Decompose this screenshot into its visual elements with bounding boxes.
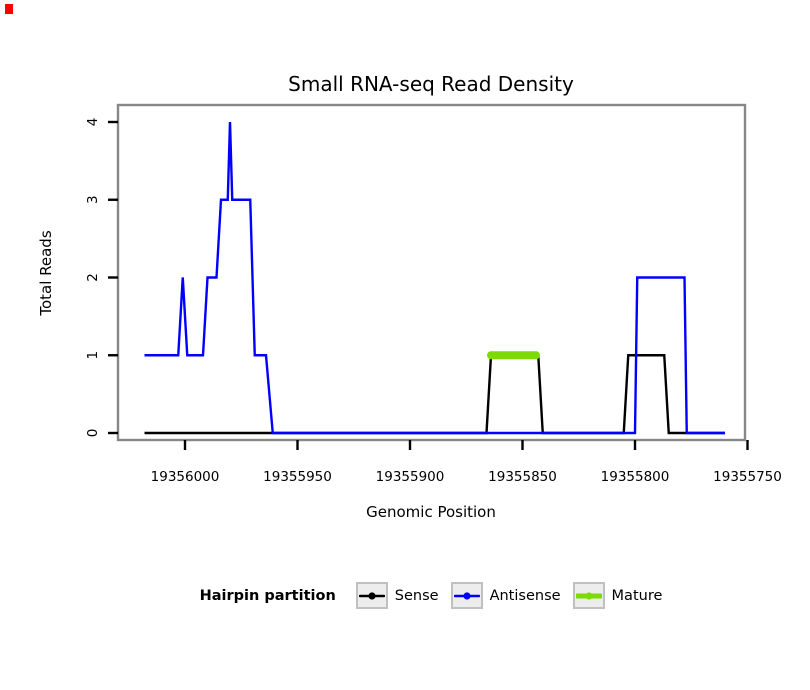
legend-label-sense: Sense (394, 587, 439, 604)
x-tick-label: 19355850 (488, 469, 557, 485)
x-tick-label: 19355800 (601, 469, 670, 485)
legend-line-icon (358, 591, 385, 600)
series-lines (144, 121, 725, 435)
legend-label-antisense: Antisense (489, 587, 561, 604)
y-tick-label: 3 (85, 195, 101, 204)
y-tick-label: 4 (85, 118, 101, 127)
y-tick-label: 2 (85, 273, 101, 282)
x-tick-label: 19355750 (713, 469, 782, 485)
legend-key-mature (572, 582, 605, 609)
x-axis-label: Genomic Position (366, 503, 496, 521)
y-axis-label: Total Reads (37, 230, 55, 316)
legend-line-icon (453, 591, 480, 600)
legend-title: Hairpin partition (199, 587, 336, 604)
plot-panel (116, 103, 747, 442)
chart-title: Small RNA-seq Read Density (288, 72, 574, 96)
legend-line-icon (575, 591, 602, 600)
legend-label-mature: Mature (611, 587, 663, 604)
x-axis-ticks: 19356000 19355950 19355900 19355850 19355800… (151, 440, 782, 485)
series-antisense (144, 121, 725, 435)
y-tick-label: 1 (85, 351, 101, 360)
legend-key-antisense (450, 582, 483, 609)
legend-item-antisense: Antisense (450, 582, 561, 609)
chart: Small RNA-seq Read Density Genomic Posit… (37, 72, 782, 521)
legend-item-mature: Mature (572, 582, 663, 609)
y-axis-ticks: 0 1 2 3 4 (85, 118, 118, 438)
legend: Hairpin partition Sense Antisense Mature (26, 582, 810, 609)
x-tick-label: 19356000 (151, 469, 220, 485)
red-corner-marker (5, 4, 13, 14)
legend-item-sense: Sense (355, 582, 439, 609)
legend-key-sense (355, 582, 388, 609)
x-tick-label: 19355900 (376, 469, 445, 485)
x-tick-label: 19355950 (263, 469, 332, 485)
y-tick-label: 0 (85, 429, 101, 438)
